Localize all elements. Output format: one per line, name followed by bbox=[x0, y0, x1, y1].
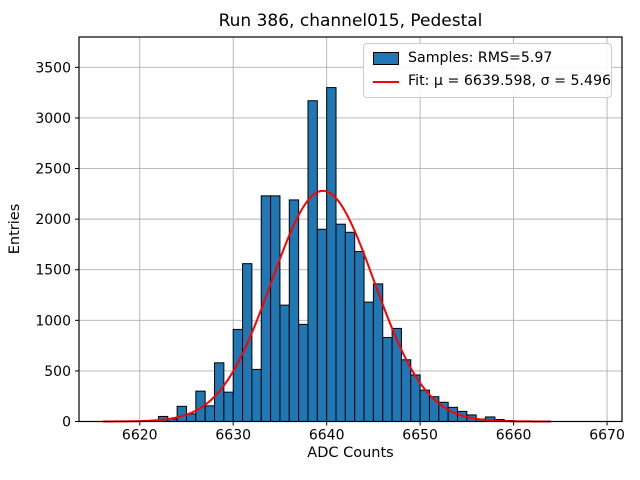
histogram-bar bbox=[326, 87, 337, 422]
y-tick-label: 1000 bbox=[35, 313, 71, 329]
y-tick-label: 500 bbox=[44, 364, 71, 380]
y-tick-label: 2500 bbox=[35, 162, 71, 178]
histogram-bar bbox=[400, 359, 412, 422]
histogram-bar bbox=[279, 304, 290, 422]
legend: Samples: RMS=5.97 Fit: μ = 6639.598, σ =… bbox=[363, 43, 612, 98]
histogram-bar bbox=[251, 368, 262, 423]
histogram-bar bbox=[344, 231, 356, 422]
histogram-bar bbox=[307, 100, 318, 422]
legend-entry-fit: Fit: μ = 6639.598, σ = 5.496 bbox=[373, 73, 611, 90]
histogram-bar bbox=[270, 195, 281, 422]
histogram-bar bbox=[176, 405, 187, 422]
x-tick-label: 6620 bbox=[122, 428, 158, 444]
histogram-bar bbox=[354, 251, 365, 422]
legend-entry-samples: Samples: RMS=5.97 bbox=[373, 50, 602, 67]
fit-line-swatch-icon bbox=[373, 80, 399, 83]
y-axis-label: Entries bbox=[7, 203, 23, 255]
histogram-bar bbox=[232, 328, 244, 422]
chart-title: Run 386, channel015, Pedestal bbox=[218, 11, 483, 31]
histogram-bar bbox=[223, 391, 234, 423]
histogram-bar bbox=[204, 405, 216, 422]
x-axis-label: ADC Counts bbox=[307, 445, 394, 461]
histogram-bar bbox=[335, 223, 346, 422]
histogram-bar bbox=[316, 228, 328, 422]
y-tick-label: 1500 bbox=[35, 263, 71, 279]
histogram-bar bbox=[372, 283, 384, 422]
x-tick-label: 6640 bbox=[309, 428, 345, 444]
legend-label-samples: Samples: RMS=5.97 bbox=[408, 50, 553, 66]
histogram-bar bbox=[382, 337, 393, 423]
legend-label-fit: Fit: μ = 6639.598, σ = 5.496 bbox=[408, 73, 612, 89]
y-tick-label: 3500 bbox=[35, 60, 71, 76]
y-tick-label: 2000 bbox=[35, 212, 71, 228]
histogram-bar bbox=[419, 389, 430, 423]
histogram-bar bbox=[391, 327, 402, 422]
histogram-bar bbox=[363, 301, 374, 422]
y-tick-label: 3000 bbox=[35, 111, 71, 127]
histogram-bar bbox=[298, 323, 309, 422]
x-tick-label: 6660 bbox=[496, 428, 532, 444]
x-tick-label: 6650 bbox=[402, 428, 438, 444]
x-tick-label: 6670 bbox=[589, 428, 625, 444]
samples-swatch-icon bbox=[373, 52, 399, 65]
histogram-bar bbox=[260, 195, 272, 422]
y-tick-label: 0 bbox=[62, 415, 71, 431]
axes-spines bbox=[78, 36, 623, 423]
fit-curve bbox=[102, 189, 551, 423]
x-tick-label: 6630 bbox=[215, 428, 251, 444]
